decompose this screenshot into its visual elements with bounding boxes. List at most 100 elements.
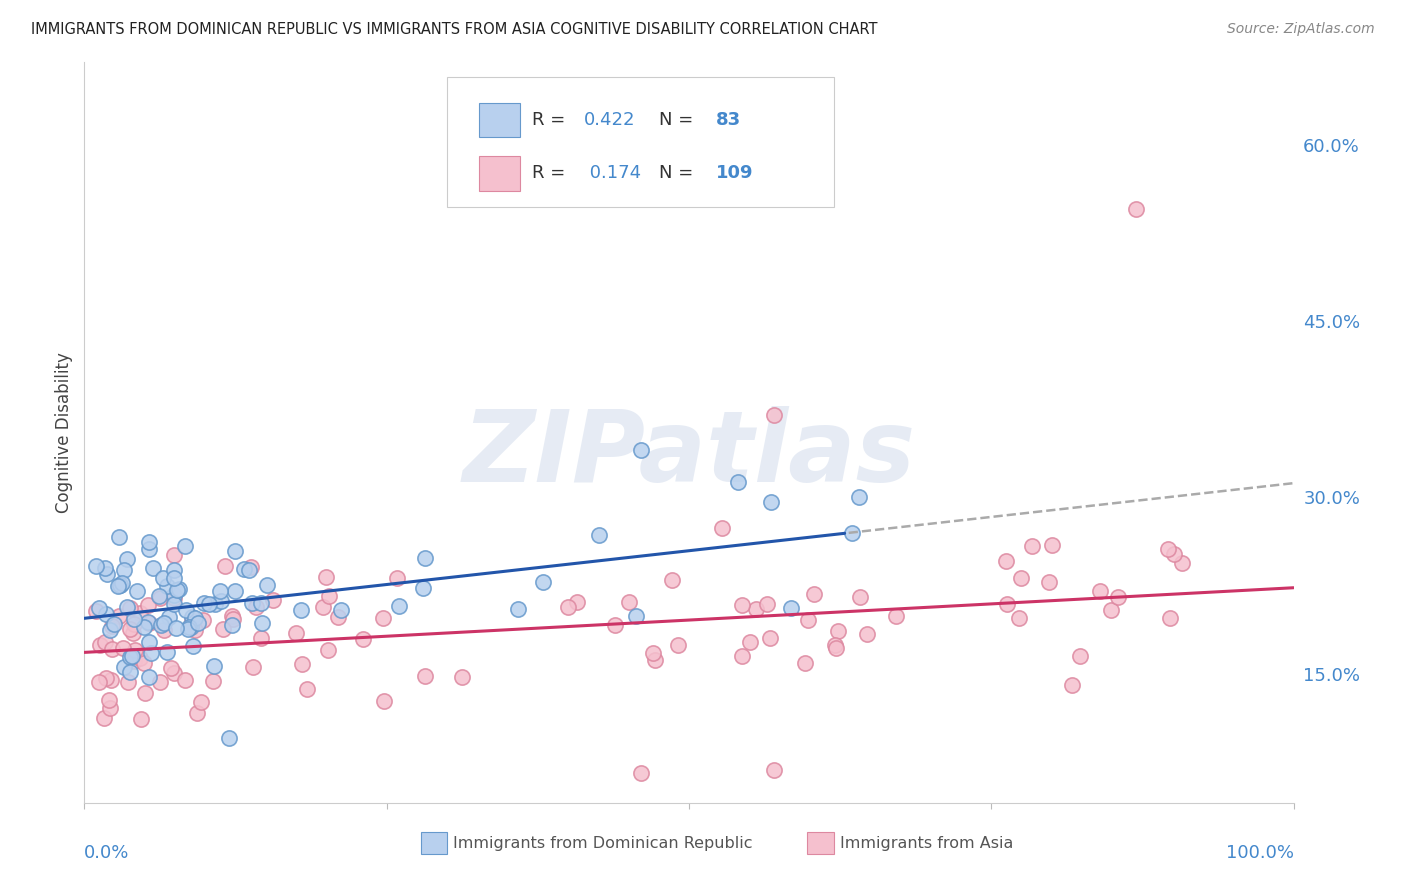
Point [588, 528, 610, 542]
Point [156, 645, 179, 659]
Point [995, 597, 1018, 611]
Point [711, 521, 734, 535]
Point [181, 615, 204, 629]
Point [112, 660, 135, 674]
Point [142, 561, 165, 575]
Point [157, 609, 180, 624]
Point [101, 641, 124, 656]
Point [202, 659, 225, 673]
Point [1042, 538, 1064, 552]
Point [214, 559, 236, 574]
Point [218, 731, 240, 746]
Point [183, 640, 205, 654]
Text: N =: N = [659, 112, 699, 129]
Point [107, 530, 129, 544]
Point [1107, 590, 1129, 604]
Point [204, 597, 226, 611]
Point [162, 563, 184, 577]
Point [731, 598, 754, 612]
Point [148, 589, 170, 603]
Point [115, 599, 138, 614]
Point [93, 711, 115, 725]
FancyBboxPatch shape [807, 832, 834, 854]
Point [388, 599, 411, 614]
Point [138, 542, 160, 557]
Point [841, 525, 863, 540]
Point [240, 560, 263, 574]
Point [557, 599, 579, 614]
Point [209, 584, 232, 599]
Text: 0.422: 0.422 [583, 112, 636, 129]
Point [209, 594, 232, 608]
Point [84, 604, 107, 618]
Point [413, 668, 436, 682]
Point [224, 543, 246, 558]
Point [100, 673, 122, 688]
Point [221, 618, 243, 632]
FancyBboxPatch shape [420, 832, 447, 854]
Point [262, 593, 284, 607]
Point [103, 616, 125, 631]
Point [224, 584, 246, 599]
Point [98, 700, 121, 714]
Point [762, 408, 785, 422]
Point [412, 582, 434, 596]
Point [134, 656, 156, 670]
Point [731, 649, 754, 664]
Point [163, 548, 186, 562]
Point [661, 573, 683, 587]
Point [413, 551, 436, 566]
Text: Immigrants from Asia: Immigrants from Asia [841, 836, 1014, 851]
Text: N =: N = [659, 164, 699, 183]
Point [250, 631, 273, 645]
Point [138, 615, 160, 630]
Point [212, 622, 235, 636]
Point [756, 597, 779, 611]
Point [134, 686, 156, 700]
Point [89, 601, 111, 615]
Text: ZIPatlas: ZIPatlas [463, 407, 915, 503]
Point [163, 588, 186, 602]
Point [118, 665, 141, 679]
Point [1008, 611, 1031, 625]
Point [107, 579, 129, 593]
Point [1125, 202, 1147, 217]
Point [197, 597, 219, 611]
Point [136, 598, 159, 612]
Point [93, 635, 115, 649]
Point [190, 695, 212, 709]
Point [644, 653, 666, 667]
Point [173, 540, 195, 554]
Point [1090, 583, 1112, 598]
Point [328, 610, 350, 624]
Text: 83: 83 [716, 112, 741, 129]
Point [1099, 603, 1122, 617]
Text: Immigrants from Dominican Republic: Immigrants from Dominican Republic [453, 836, 752, 851]
Point [824, 638, 846, 652]
Point [531, 574, 554, 589]
Point [250, 596, 273, 610]
Point [803, 587, 825, 601]
Point [97, 693, 120, 707]
Point [96, 672, 118, 686]
Point [128, 651, 150, 665]
Point [643, 646, 665, 660]
Point [186, 706, 208, 721]
Point [668, 639, 690, 653]
Point [141, 646, 163, 660]
Point [121, 648, 143, 663]
Point [122, 617, 145, 632]
Point [295, 682, 318, 697]
Point [184, 624, 207, 638]
Point [794, 656, 817, 670]
Text: IMMIGRANTS FROM DOMINICAN REPUBLIC VS IMMIGRANTS FROM ASIA COGNITIVE DISABILITY : IMMIGRANTS FROM DOMINICAN REPUBLIC VS IM… [31, 22, 877, 37]
Point [373, 694, 395, 708]
Point [745, 601, 768, 615]
Point [132, 620, 155, 634]
Point [89, 638, 111, 652]
Point [759, 631, 782, 645]
Text: R =: R = [531, 164, 571, 183]
Point [124, 643, 146, 657]
Point [1159, 610, 1181, 624]
Point [285, 626, 308, 640]
